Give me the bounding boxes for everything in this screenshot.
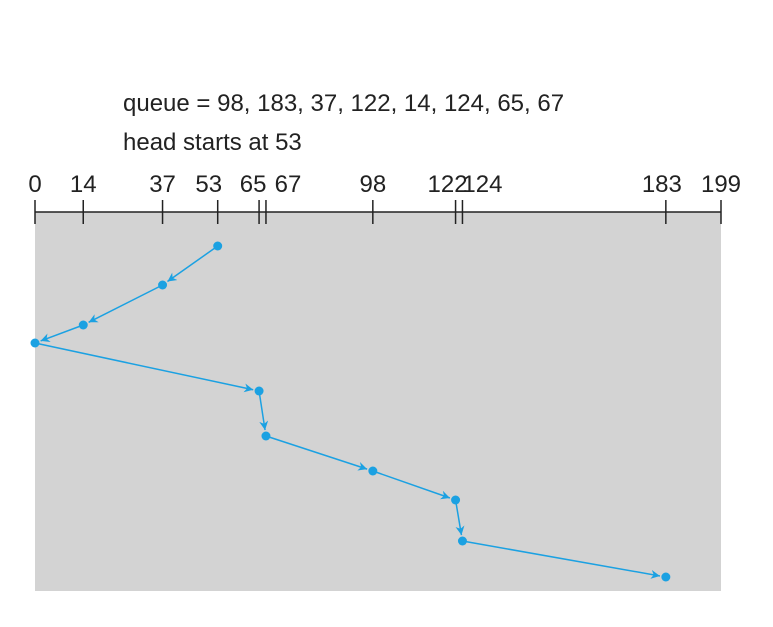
seek-arrow	[372, 470, 451, 500]
request-point	[451, 495, 461, 505]
queue-text: queue = 98, 183, 37, 122, 14, 124, 65, 6…	[123, 90, 564, 117]
tick-label: 124	[462, 171, 502, 198]
request-point	[213, 241, 223, 251]
tick-label: 122	[428, 171, 468, 198]
seek-arrow	[167, 245, 219, 283]
seek-arrow	[462, 540, 661, 579]
seek-arrow	[34, 342, 254, 393]
tick-label: 53	[195, 171, 222, 198]
background-panel	[35, 212, 721, 591]
tick-label: 65	[240, 171, 267, 198]
tick-label: 14	[70, 171, 97, 198]
tick-label: 98	[359, 171, 386, 198]
request-point	[78, 320, 88, 330]
tick-label: 183	[642, 171, 682, 198]
tick-label: 67	[275, 171, 302, 198]
request-point	[368, 466, 378, 476]
seek-arrow	[258, 390, 269, 431]
head-text: head starts at 53	[123, 129, 302, 156]
request-point	[30, 338, 40, 348]
seek-arrow	[40, 324, 84, 342]
seek-arrow	[265, 435, 368, 471]
request-point	[457, 536, 467, 546]
request-point	[254, 386, 264, 396]
request-point	[261, 431, 271, 441]
seek-arrow	[88, 284, 163, 323]
request-point	[158, 280, 168, 290]
seek-arrow	[454, 499, 465, 536]
tick-label: 0	[28, 171, 41, 198]
tick-label: 199	[701, 171, 741, 198]
request-point	[661, 572, 671, 582]
tick-label: 37	[149, 171, 176, 198]
